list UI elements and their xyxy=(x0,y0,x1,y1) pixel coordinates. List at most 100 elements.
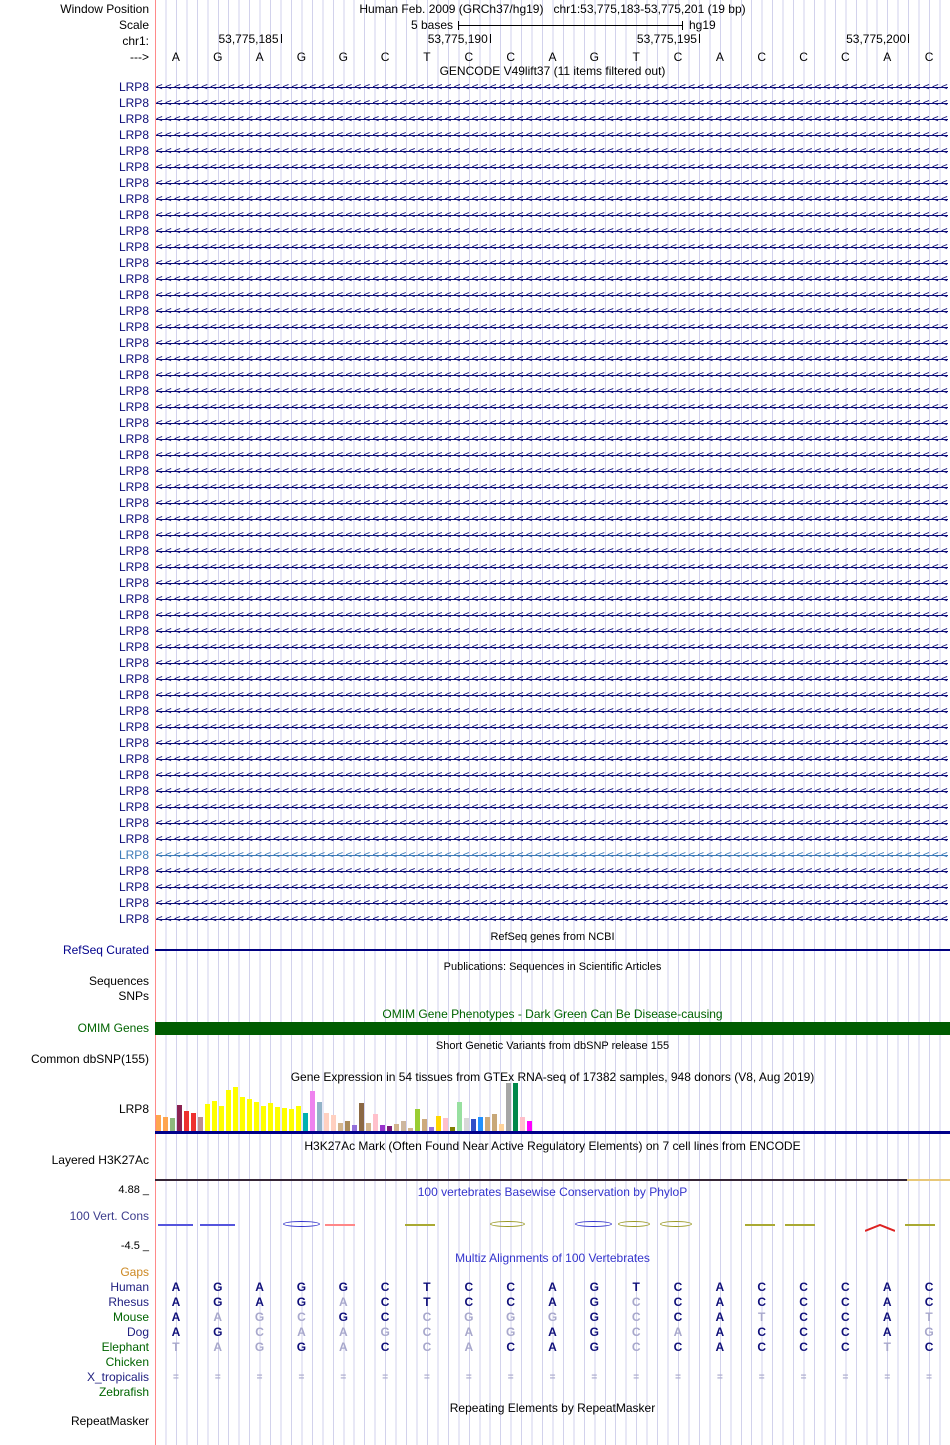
transcript-label[interactable]: LRP8 xyxy=(118,432,149,446)
transcript-row[interactable]: <<<<<<<<<<<<<<<<<<<<<<<<<<<<<<<<<<<<<<<<… xyxy=(156,639,948,655)
gtex-tissue-bar[interactable] xyxy=(254,1102,259,1131)
gtex-tissue-bar[interactable] xyxy=(464,1118,469,1131)
transcript-row[interactable]: <<<<<<<<<<<<<<<<<<<<<<<<<<<<<<<<<<<<<<<<… xyxy=(156,863,948,879)
transcript-label[interactable]: LRP8 xyxy=(118,752,149,766)
transcript-row[interactable]: <<<<<<<<<<<<<<<<<<<<<<<<<<<<<<<<<<<<<<<<… xyxy=(156,399,948,415)
transcript-row[interactable]: <<<<<<<<<<<<<<<<<<<<<<<<<<<<<<<<<<<<<<<<… xyxy=(156,735,948,751)
transcript-row[interactable]: <<<<<<<<<<<<<<<<<<<<<<<<<<<<<<<<<<<<<<<<… xyxy=(156,271,948,287)
transcript-label[interactable]: LRP8 xyxy=(118,448,149,462)
transcript-label[interactable]: LRP8 xyxy=(118,608,149,622)
gtex-tissue-bar[interactable] xyxy=(401,1121,406,1131)
transcript-label[interactable]: LRP8 xyxy=(118,800,149,814)
gtex-tissue-bar[interactable] xyxy=(205,1104,210,1131)
publications-snps-label[interactable]: SNPs xyxy=(118,989,149,1003)
transcript-label[interactable]: LRP8 xyxy=(118,704,149,718)
gtex-tissue-bar[interactable] xyxy=(268,1103,273,1131)
transcript-row[interactable]: <<<<<<<<<<<<<<<<<<<<<<<<<<<<<<<<<<<<<<<<… xyxy=(156,79,948,95)
phylop-label[interactable]: 100 Vert. Cons xyxy=(69,1209,149,1223)
gtex-tissue-bar[interactable] xyxy=(247,1099,252,1131)
gtex-tissue-bar[interactable] xyxy=(310,1091,315,1131)
transcript-row[interactable]: <<<<<<<<<<<<<<<<<<<<<<<<<<<<<<<<<<<<<<<<… xyxy=(156,671,948,687)
gtex-tissue-bar[interactable] xyxy=(198,1117,203,1131)
strand-arrow-label[interactable]: ---> xyxy=(130,50,149,64)
gtex-tissue-bar[interactable] xyxy=(163,1117,168,1131)
multiz-species-label[interactable]: Elephant xyxy=(101,1340,149,1354)
transcript-label[interactable]: LRP8 xyxy=(118,640,149,654)
transcript-label[interactable]: LRP8 xyxy=(118,784,149,798)
transcript-row[interactable]: <<<<<<<<<<<<<<<<<<<<<<<<<<<<<<<<<<<<<<<<… xyxy=(156,111,948,127)
transcript-label[interactable]: LRP8 xyxy=(118,80,149,94)
gtex-tissue-bar[interactable] xyxy=(485,1117,490,1131)
transcript-row[interactable]: <<<<<<<<<<<<<<<<<<<<<<<<<<<<<<<<<<<<<<<<… xyxy=(156,687,948,703)
gtex-tissue-bar[interactable] xyxy=(506,1083,511,1131)
transcript-label[interactable]: LRP8 xyxy=(118,512,149,526)
omim-gene-bar[interactable] xyxy=(155,1022,950,1035)
multiz-species-label[interactable]: Human xyxy=(110,1280,149,1294)
multiz-species-label[interactable]: X_tropicalis xyxy=(86,1370,149,1384)
transcript-row[interactable]: <<<<<<<<<<<<<<<<<<<<<<<<<<<<<<<<<<<<<<<<… xyxy=(156,799,948,815)
multiz-species-label[interactable]: Rhesus xyxy=(108,1295,149,1309)
transcript-row[interactable]: <<<<<<<<<<<<<<<<<<<<<<<<<<<<<<<<<<<<<<<<… xyxy=(156,847,948,863)
transcript-row[interactable]: <<<<<<<<<<<<<<<<<<<<<<<<<<<<<<<<<<<<<<<<… xyxy=(156,607,948,623)
transcript-label[interactable]: LRP8 xyxy=(118,816,149,830)
gtex-tissue-bar[interactable] xyxy=(408,1128,413,1131)
transcript-label[interactable]: LRP8 xyxy=(118,656,149,670)
transcript-label[interactable]: LRP8 xyxy=(118,144,149,158)
transcript-row[interactable]: <<<<<<<<<<<<<<<<<<<<<<<<<<<<<<<<<<<<<<<<… xyxy=(156,703,948,719)
transcript-row[interactable]: <<<<<<<<<<<<<<<<<<<<<<<<<<<<<<<<<<<<<<<<… xyxy=(156,463,948,479)
gtex-tissue-bar[interactable] xyxy=(324,1113,329,1131)
gtex-tissue-bar[interactable] xyxy=(261,1106,266,1131)
transcript-row[interactable]: <<<<<<<<<<<<<<<<<<<<<<<<<<<<<<<<<<<<<<<<… xyxy=(156,255,948,271)
transcript-row[interactable]: <<<<<<<<<<<<<<<<<<<<<<<<<<<<<<<<<<<<<<<<… xyxy=(156,879,948,895)
transcript-label[interactable]: LRP8 xyxy=(118,240,149,254)
transcript-row[interactable]: <<<<<<<<<<<<<<<<<<<<<<<<<<<<<<<<<<<<<<<<… xyxy=(156,127,948,143)
gtex-tissue-bar[interactable] xyxy=(226,1090,231,1131)
gtex-tissue-bar[interactable] xyxy=(219,1106,224,1131)
transcript-label[interactable]: LRP8 xyxy=(118,496,149,510)
transcript-label[interactable]: LRP8 xyxy=(118,832,149,846)
gtex-gene-label[interactable]: LRP8 xyxy=(118,1102,149,1116)
gtex-tissue-bar[interactable] xyxy=(156,1115,161,1131)
publications-sequences-label[interactable]: Sequences xyxy=(88,974,149,988)
transcript-row[interactable]: <<<<<<<<<<<<<<<<<<<<<<<<<<<<<<<<<<<<<<<<… xyxy=(156,751,948,767)
gtex-tissue-bar[interactable] xyxy=(380,1125,385,1131)
gtex-tissue-bar[interactable] xyxy=(394,1124,399,1131)
transcript-label[interactable]: LRP8 xyxy=(118,768,149,782)
gtex-tissue-bar[interactable] xyxy=(170,1118,175,1131)
gtex-tissue-bar[interactable] xyxy=(373,1114,378,1131)
transcript-label[interactable]: LRP8 xyxy=(118,288,149,302)
gtex-tissue-bar[interactable] xyxy=(296,1106,301,1131)
transcript-label[interactable]: LRP8 xyxy=(118,208,149,222)
transcript-row[interactable]: <<<<<<<<<<<<<<<<<<<<<<<<<<<<<<<<<<<<<<<<… xyxy=(156,527,948,543)
refseq-curated-label[interactable]: RefSeq Curated xyxy=(62,943,149,957)
transcript-row[interactable]: <<<<<<<<<<<<<<<<<<<<<<<<<<<<<<<<<<<<<<<<… xyxy=(156,207,948,223)
transcript-row[interactable]: <<<<<<<<<<<<<<<<<<<<<<<<<<<<<<<<<<<<<<<<… xyxy=(156,239,948,255)
transcript-row[interactable]: <<<<<<<<<<<<<<<<<<<<<<<<<<<<<<<<<<<<<<<<… xyxy=(156,447,948,463)
transcript-label[interactable]: LRP8 xyxy=(118,736,149,750)
multiz-species-label[interactable]: Dog xyxy=(126,1325,149,1339)
transcript-label[interactable]: LRP8 xyxy=(118,272,149,286)
transcript-label[interactable]: LRP8 xyxy=(118,96,149,110)
transcript-row[interactable]: <<<<<<<<<<<<<<<<<<<<<<<<<<<<<<<<<<<<<<<<… xyxy=(156,303,948,319)
transcript-label[interactable]: LRP8 xyxy=(118,624,149,638)
multiz-species-label[interactable]: Mouse xyxy=(112,1310,149,1324)
gtex-tissue-bar[interactable] xyxy=(415,1109,420,1131)
gtex-tissue-bar[interactable] xyxy=(303,1113,308,1131)
transcript-label[interactable]: LRP8 xyxy=(118,672,149,686)
transcript-row[interactable]: <<<<<<<<<<<<<<<<<<<<<<<<<<<<<<<<<<<<<<<<… xyxy=(156,415,948,431)
transcript-label[interactable]: LRP8 xyxy=(118,256,149,270)
gtex-tissue-bar[interactable] xyxy=(233,1087,238,1131)
transcript-label[interactable]: LRP8 xyxy=(118,576,149,590)
transcript-row[interactable]: <<<<<<<<<<<<<<<<<<<<<<<<<<<<<<<<<<<<<<<<… xyxy=(156,559,948,575)
transcript-row[interactable]: <<<<<<<<<<<<<<<<<<<<<<<<<<<<<<<<<<<<<<<<… xyxy=(156,815,948,831)
gtex-tissue-bar[interactable] xyxy=(513,1083,518,1131)
gtex-tissue-bar[interactable] xyxy=(422,1119,427,1131)
transcript-row[interactable]: <<<<<<<<<<<<<<<<<<<<<<<<<<<<<<<<<<<<<<<<… xyxy=(156,367,948,383)
transcript-row[interactable]: <<<<<<<<<<<<<<<<<<<<<<<<<<<<<<<<<<<<<<<<… xyxy=(156,895,948,911)
transcript-label[interactable]: LRP8 xyxy=(118,864,149,878)
transcript-row[interactable]: <<<<<<<<<<<<<<<<<<<<<<<<<<<<<<<<<<<<<<<<… xyxy=(156,495,948,511)
dbsnp-label[interactable]: Common dbSNP(155) xyxy=(30,1052,149,1066)
gtex-tissue-bar[interactable] xyxy=(275,1107,280,1131)
transcript-label[interactable]: LRP8 xyxy=(118,176,149,190)
transcript-row[interactable]: <<<<<<<<<<<<<<<<<<<<<<<<<<<<<<<<<<<<<<<<… xyxy=(156,623,948,639)
